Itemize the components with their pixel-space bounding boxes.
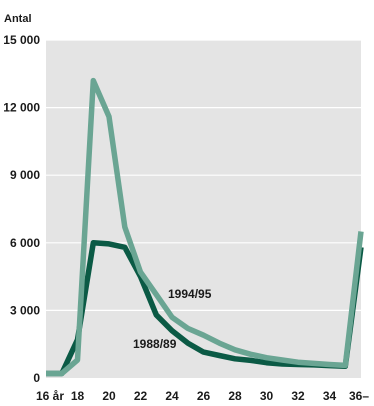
series-label-1988-89: 1988/89 — [133, 337, 177, 351]
x-tick-label: 18 — [71, 389, 85, 403]
x-tick-label: 16 år — [36, 389, 64, 403]
y-tick-label: 12 000 — [3, 101, 40, 115]
y-axis-ticks: 0 3 000 6 000 9 000 12 000 15 000 — [3, 33, 40, 385]
series-label-1994-95: 1994/95 — [168, 287, 212, 301]
x-tick-label: 20 — [102, 389, 116, 403]
x-tick-label: 32 — [291, 389, 305, 403]
y-axis-title: Antal — [4, 13, 32, 25]
x-tick-label: 28 — [228, 389, 242, 403]
series-line-1994-95 — [46, 77, 364, 377]
series-labels: 1994/95 1988/89 — [133, 287, 212, 351]
x-tick-label: 24 — [165, 389, 179, 403]
series-lines — [46, 77, 364, 377]
x-axis-ticks: 16 år 18 20 22 24 26 28 30 32 34 36– — [36, 389, 369, 403]
x-tick-label: 30 — [260, 389, 274, 403]
y-tick-label: 3 000 — [10, 303, 40, 317]
y-tick-label: 0 — [33, 371, 40, 385]
y-tick-label: 15 000 — [3, 33, 40, 47]
y-tick-label: 6 000 — [10, 236, 40, 250]
x-tick-label: 26 — [197, 389, 211, 403]
x-tick-label: 36– — [349, 389, 369, 403]
x-tick-label: 34 — [323, 389, 337, 403]
x-tick-label: 22 — [134, 389, 148, 403]
y-tick-label: 9 000 — [10, 168, 40, 182]
